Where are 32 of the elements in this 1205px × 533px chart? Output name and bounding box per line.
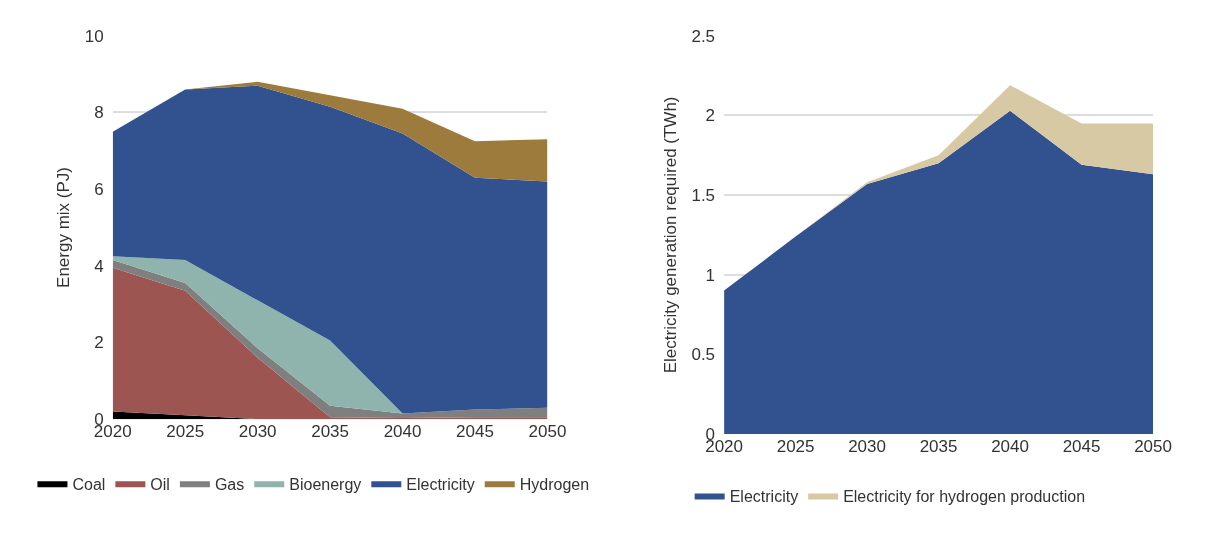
x-tick-label: 2045: [456, 422, 494, 442]
x-tick-label: 2040: [383, 422, 422, 442]
x-tick-label: 2030: [238, 422, 277, 442]
legend-label: Electricity: [406, 475, 475, 493]
y-tick-label: 2.5: [691, 26, 716, 46]
x-tick-label: 2045: [1062, 436, 1101, 456]
y-tick-label: 6: [94, 180, 104, 200]
x-tick-label: 2040: [991, 436, 1029, 456]
y-tick-label: 2: [94, 333, 104, 353]
legend-label: Oil: [150, 475, 170, 493]
legend-label: Gas: [214, 475, 245, 493]
y-tick-label: 10: [84, 26, 104, 46]
x-tick-label: 2050: [528, 422, 567, 442]
legend-label: Coal: [72, 475, 106, 493]
y-tick-label: 8: [94, 103, 104, 123]
x-tick-label: 2025: [166, 422, 205, 442]
x-tick-label: 2030: [848, 436, 886, 456]
y-tick-label: 2: [705, 106, 716, 126]
y-tick-label: 4: [94, 256, 104, 276]
x-tick-label: 2035: [919, 436, 958, 456]
legend-label: Bioenergy: [289, 475, 362, 493]
legend-label: Electricity for hydrogen production: [843, 487, 1086, 505]
legend-label: Electricity: [729, 487, 799, 505]
y-axis-title: Energy mix (PJ): [54, 167, 74, 288]
x-tick-label: 2050: [1134, 436, 1172, 456]
y-tick-label: 1.5: [691, 186, 716, 206]
x-tick-label: 2025: [776, 436, 815, 456]
legend-label: Hydrogen: [519, 475, 590, 493]
y-axis-title: Electricity generation required (TWh): [660, 96, 680, 374]
y-tick-label: 0.5: [691, 345, 716, 365]
x-tick-label: 2035: [311, 422, 350, 442]
y-tick-label: 1: [705, 265, 716, 285]
